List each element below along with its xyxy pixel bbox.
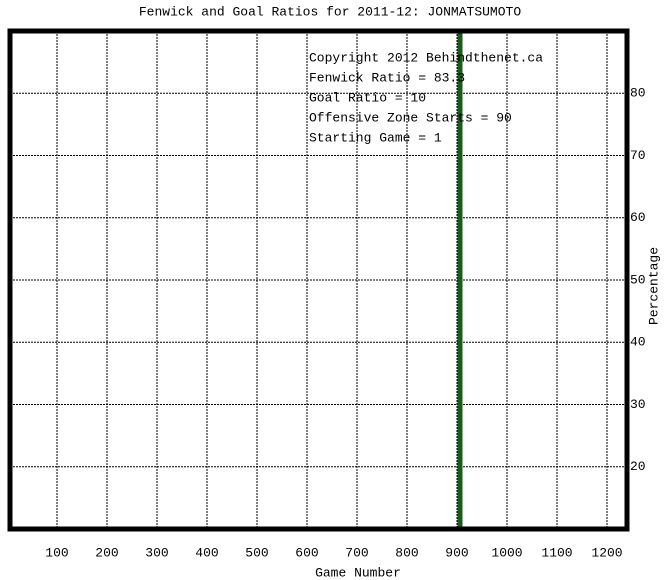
chart-title: Fenwick and Goal Ratios for 2011-12: JON…	[139, 4, 521, 19]
y-tick-label: 20	[630, 459, 646, 474]
x-tick-label: 800	[395, 545, 418, 560]
x-tick-label: 100	[45, 545, 68, 560]
plot-border	[7, 28, 630, 532]
x-axis-label: Game Number	[315, 565, 401, 580]
x-tick-label: 400	[195, 545, 218, 560]
y-tick-label: 40	[630, 335, 646, 350]
annotation: Copyright 2012 Behindthenet.ca	[309, 50, 543, 65]
annotation: Starting Game = 1	[309, 130, 442, 145]
x-tick-label: 200	[95, 545, 118, 560]
annotation: Fenwick Ratio = 83.3	[309, 70, 465, 85]
annotation: Goal Ratio = 10	[309, 90, 426, 105]
x-tick-label: 300	[145, 545, 168, 560]
x-tick-label: 1000	[491, 545, 522, 560]
x-tick-label: 700	[345, 545, 368, 560]
x-tick-label: 500	[245, 545, 268, 560]
annotation: Offensive Zone Starts = 90	[309, 110, 512, 125]
x-tick-label: 900	[445, 545, 468, 560]
x-tick-label: 600	[295, 545, 318, 560]
y-axis-label: Percentage	[646, 247, 661, 325]
x-tick-label: 1100	[541, 545, 572, 560]
y-tick-label: 80	[630, 86, 646, 101]
y-tick-label: 60	[630, 210, 646, 225]
x-tick-label: 1200	[591, 545, 622, 560]
y-tick-label: 50	[630, 272, 646, 287]
y-tick-label: 30	[630, 397, 646, 412]
y-tick-label: 70	[630, 148, 646, 163]
